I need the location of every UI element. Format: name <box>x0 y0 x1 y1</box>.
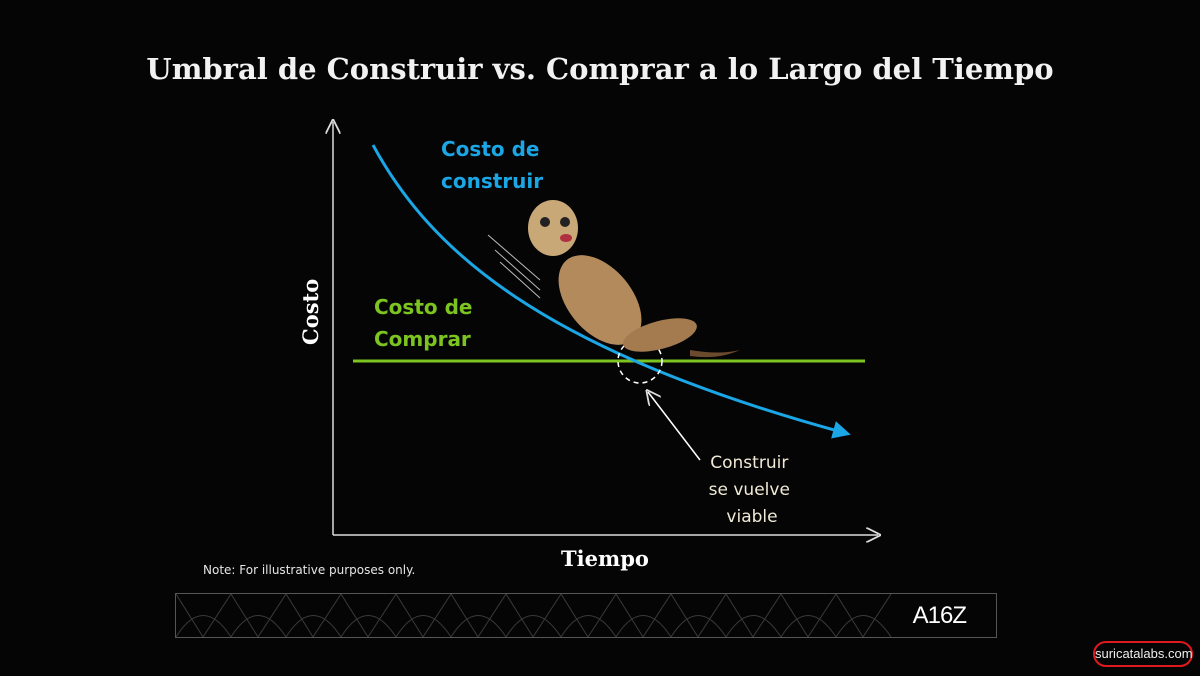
a16z-logo: A16Z <box>912 602 967 629</box>
y-axis-label: Costo <box>298 279 323 345</box>
build-cost-curve <box>371 144 851 439</box>
banner-pattern <box>176 594 892 637</box>
watermark-badge: suricatalabs.com <box>1093 641 1193 667</box>
annotation-arrow <box>648 392 701 461</box>
meerkat-illustration <box>487 200 740 358</box>
build-cost-label: Costo de construir <box>441 137 546 193</box>
x-axis-label: Tiempo <box>561 546 649 571</box>
footer-banner: A16Z <box>175 593 997 638</box>
illustrative-note: Note: For illustrative purposes only. <box>203 563 416 577</box>
annotation-text: Construir se vuelve viable <box>709 453 796 527</box>
buy-cost-label: Costo de Comprar <box>374 295 479 351</box>
page-title: Umbral de Construir vs. Comprar a lo Lar… <box>146 52 1054 86</box>
